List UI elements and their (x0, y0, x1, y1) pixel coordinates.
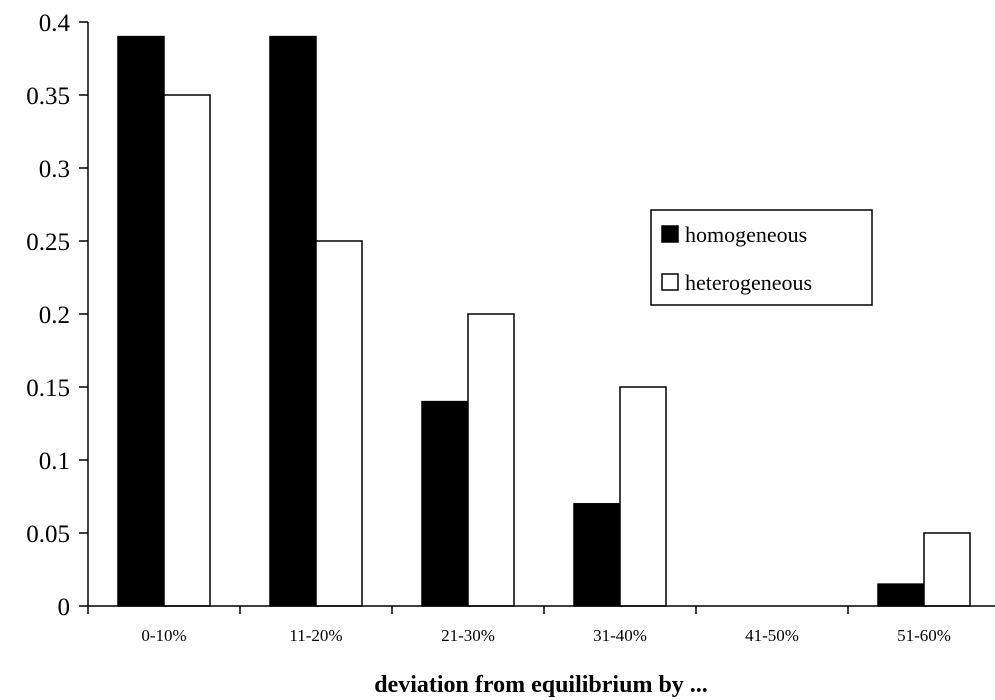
bar-homogeneous-11-20% (269, 35, 317, 607)
y-tick-label: 0.4 (39, 10, 71, 37)
x-tick-label: 11-20% (289, 626, 342, 645)
bars-layer (117, 35, 971, 607)
legend: homogeneous heterogeneous (650, 209, 873, 306)
y-tick-label: 0 (58, 594, 71, 621)
x-tick-label: 41-50% (745, 626, 799, 645)
legend-box (650, 209, 873, 306)
x-axis-label: deviation from equilibrium by ... (374, 672, 708, 698)
y-tick-label: 0.15 (26, 375, 70, 402)
bar-homogeneous-31-40% (573, 503, 621, 607)
y-tick-label: 0.1 (39, 448, 70, 475)
y-tick-label: 0.3 (39, 156, 70, 183)
x-ticks: 0-10% 11-20% 21-30% 31-40% 41-50% 51-60% (87, 606, 951, 645)
y-tick-label: 0.2 (39, 302, 70, 329)
bar-heterogeneous-51-60% (923, 532, 971, 607)
axes-layer (87, 22, 995, 607)
x-tick-label: 0-10% (141, 626, 186, 645)
bar-homogeneous-51-60% (877, 583, 925, 607)
x-tick-label: 21-30% (441, 626, 495, 645)
y-ticks: 0 0.05 0.1 0.15 0.2 0.25 0.3 0.35 0.4 (26, 10, 88, 621)
bar-heterogeneous-11-20% (315, 240, 363, 607)
bar-heterogeneous-31-40% (619, 386, 667, 607)
legend-swatch-heterogeneous (661, 273, 679, 291)
legend-swatch-homogeneous (661, 225, 679, 243)
bar-heterogeneous-0-10% (163, 94, 211, 607)
legend-label-homogeneous: homogeneous (685, 222, 807, 247)
y-tick-label: 0.05 (26, 521, 70, 548)
x-tick-label: 51-60% (897, 626, 951, 645)
legend-label-heterogeneous: heterogeneous (685, 270, 812, 295)
bar-homogeneous-0-10% (117, 35, 165, 607)
bar-homogeneous-21-30% (421, 400, 469, 607)
y-tick-label: 0.35 (26, 83, 70, 110)
x-tick-label: 31-40% (593, 626, 647, 645)
bar-heterogeneous-21-30% (467, 313, 515, 607)
y-tick-label: 0.25 (26, 229, 70, 256)
